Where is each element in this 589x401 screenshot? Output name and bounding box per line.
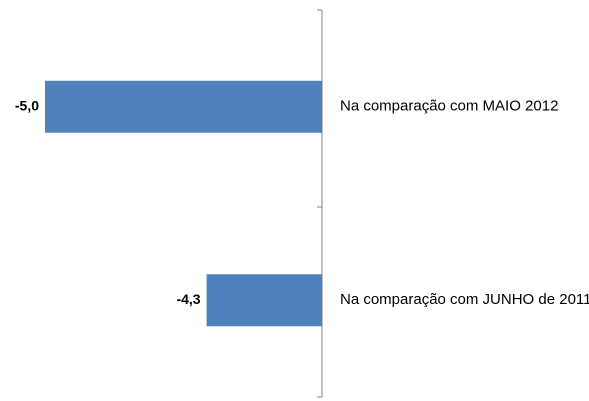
category-label: Na comparação com MAIO 2012	[340, 98, 558, 115]
value-label: -4,3	[176, 291, 200, 307]
category-axis	[317, 9, 323, 398]
category-label: Na comparação com JUNHO de 2011	[340, 291, 589, 308]
bar	[206, 274, 322, 327]
value-label: -5,0	[15, 97, 39, 113]
bar	[45, 80, 322, 133]
